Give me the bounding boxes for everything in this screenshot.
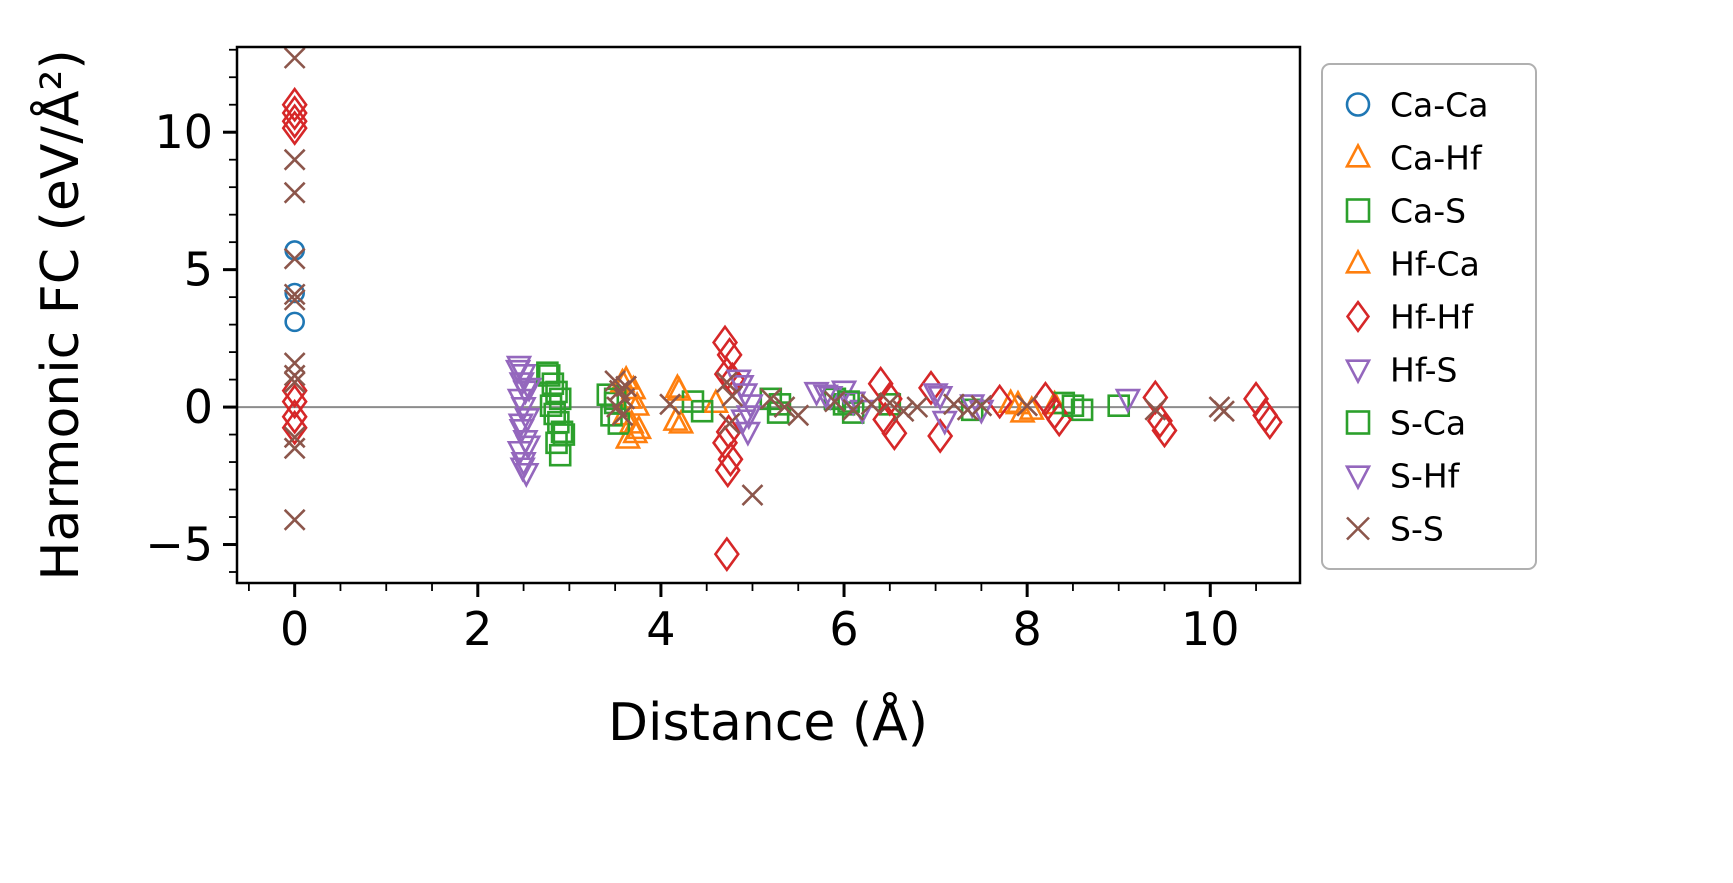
legend-item-Hf-S: Hf-S bbox=[1344, 351, 1457, 390]
legend-item-Ca-Ca: Ca-Ca bbox=[1345, 86, 1488, 125]
legend-item-Hf-Ca: Hf-Ca bbox=[1344, 245, 1480, 284]
y-axis-label: Harmonic FC (eV/Å²) bbox=[29, 49, 91, 580]
legend-item-Ca-S: Ca-S bbox=[1345, 192, 1466, 231]
legend-item-Ca-Hf: Ca-Hf bbox=[1344, 139, 1483, 178]
x-axis-label: Distance (Å) bbox=[608, 691, 928, 753]
axes-layer bbox=[235, 45, 1302, 585]
legend-item-label: S-S bbox=[1390, 510, 1444, 549]
data-points-layer bbox=[281, 47, 1283, 572]
x-tick-label: 4 bbox=[646, 602, 675, 656]
x-tick-label: 2 bbox=[463, 602, 492, 656]
legend-item-label: Hf-Hf bbox=[1390, 298, 1474, 337]
legend-item-S-S: S-S bbox=[1346, 510, 1444, 549]
x-tick-label: 8 bbox=[1013, 602, 1042, 656]
y-tick-label: 5 bbox=[184, 243, 213, 297]
x-tick-label: 10 bbox=[1181, 602, 1240, 656]
legend-item-Hf-Hf: Hf-Hf bbox=[1345, 298, 1474, 337]
legend: Ca-Ca Ca-Hf Ca-S Hf-Ca Hf-Hf Hf-S S-Ca S-Hf S-S bbox=[1321, 63, 1537, 570]
legend-item-label: Ca-Ca bbox=[1390, 86, 1488, 125]
legend-item-label: Hf-S bbox=[1390, 351, 1457, 390]
legend-item-S-Ca: S-Ca bbox=[1345, 404, 1466, 443]
legend-item-label: Ca-S bbox=[1390, 192, 1466, 231]
y-tick-label: −5 bbox=[145, 518, 213, 572]
y-tick-label: 0 bbox=[184, 380, 213, 434]
legend-item-S-Hf: S-Hf bbox=[1344, 457, 1461, 496]
legend-item-label: Hf-Ca bbox=[1390, 245, 1480, 284]
legend-box bbox=[1321, 63, 1537, 570]
x-tick-label: 0 bbox=[280, 602, 309, 656]
series-Hf-Hf bbox=[281, 86, 1283, 572]
x-tick-label: 6 bbox=[829, 602, 858, 656]
legend-item-label: Ca-Hf bbox=[1390, 139, 1483, 178]
series-S-S bbox=[283, 47, 1235, 531]
legend-item-label: S-Ca bbox=[1390, 404, 1466, 443]
legend-item-label: S-Hf bbox=[1390, 457, 1461, 496]
series-Ca-Ca bbox=[284, 240, 305, 333]
y-tick-label: 10 bbox=[154, 105, 213, 159]
ticks-layer: 0 2 4 6 8 10 −5 0 5 10 bbox=[145, 48, 1257, 656]
